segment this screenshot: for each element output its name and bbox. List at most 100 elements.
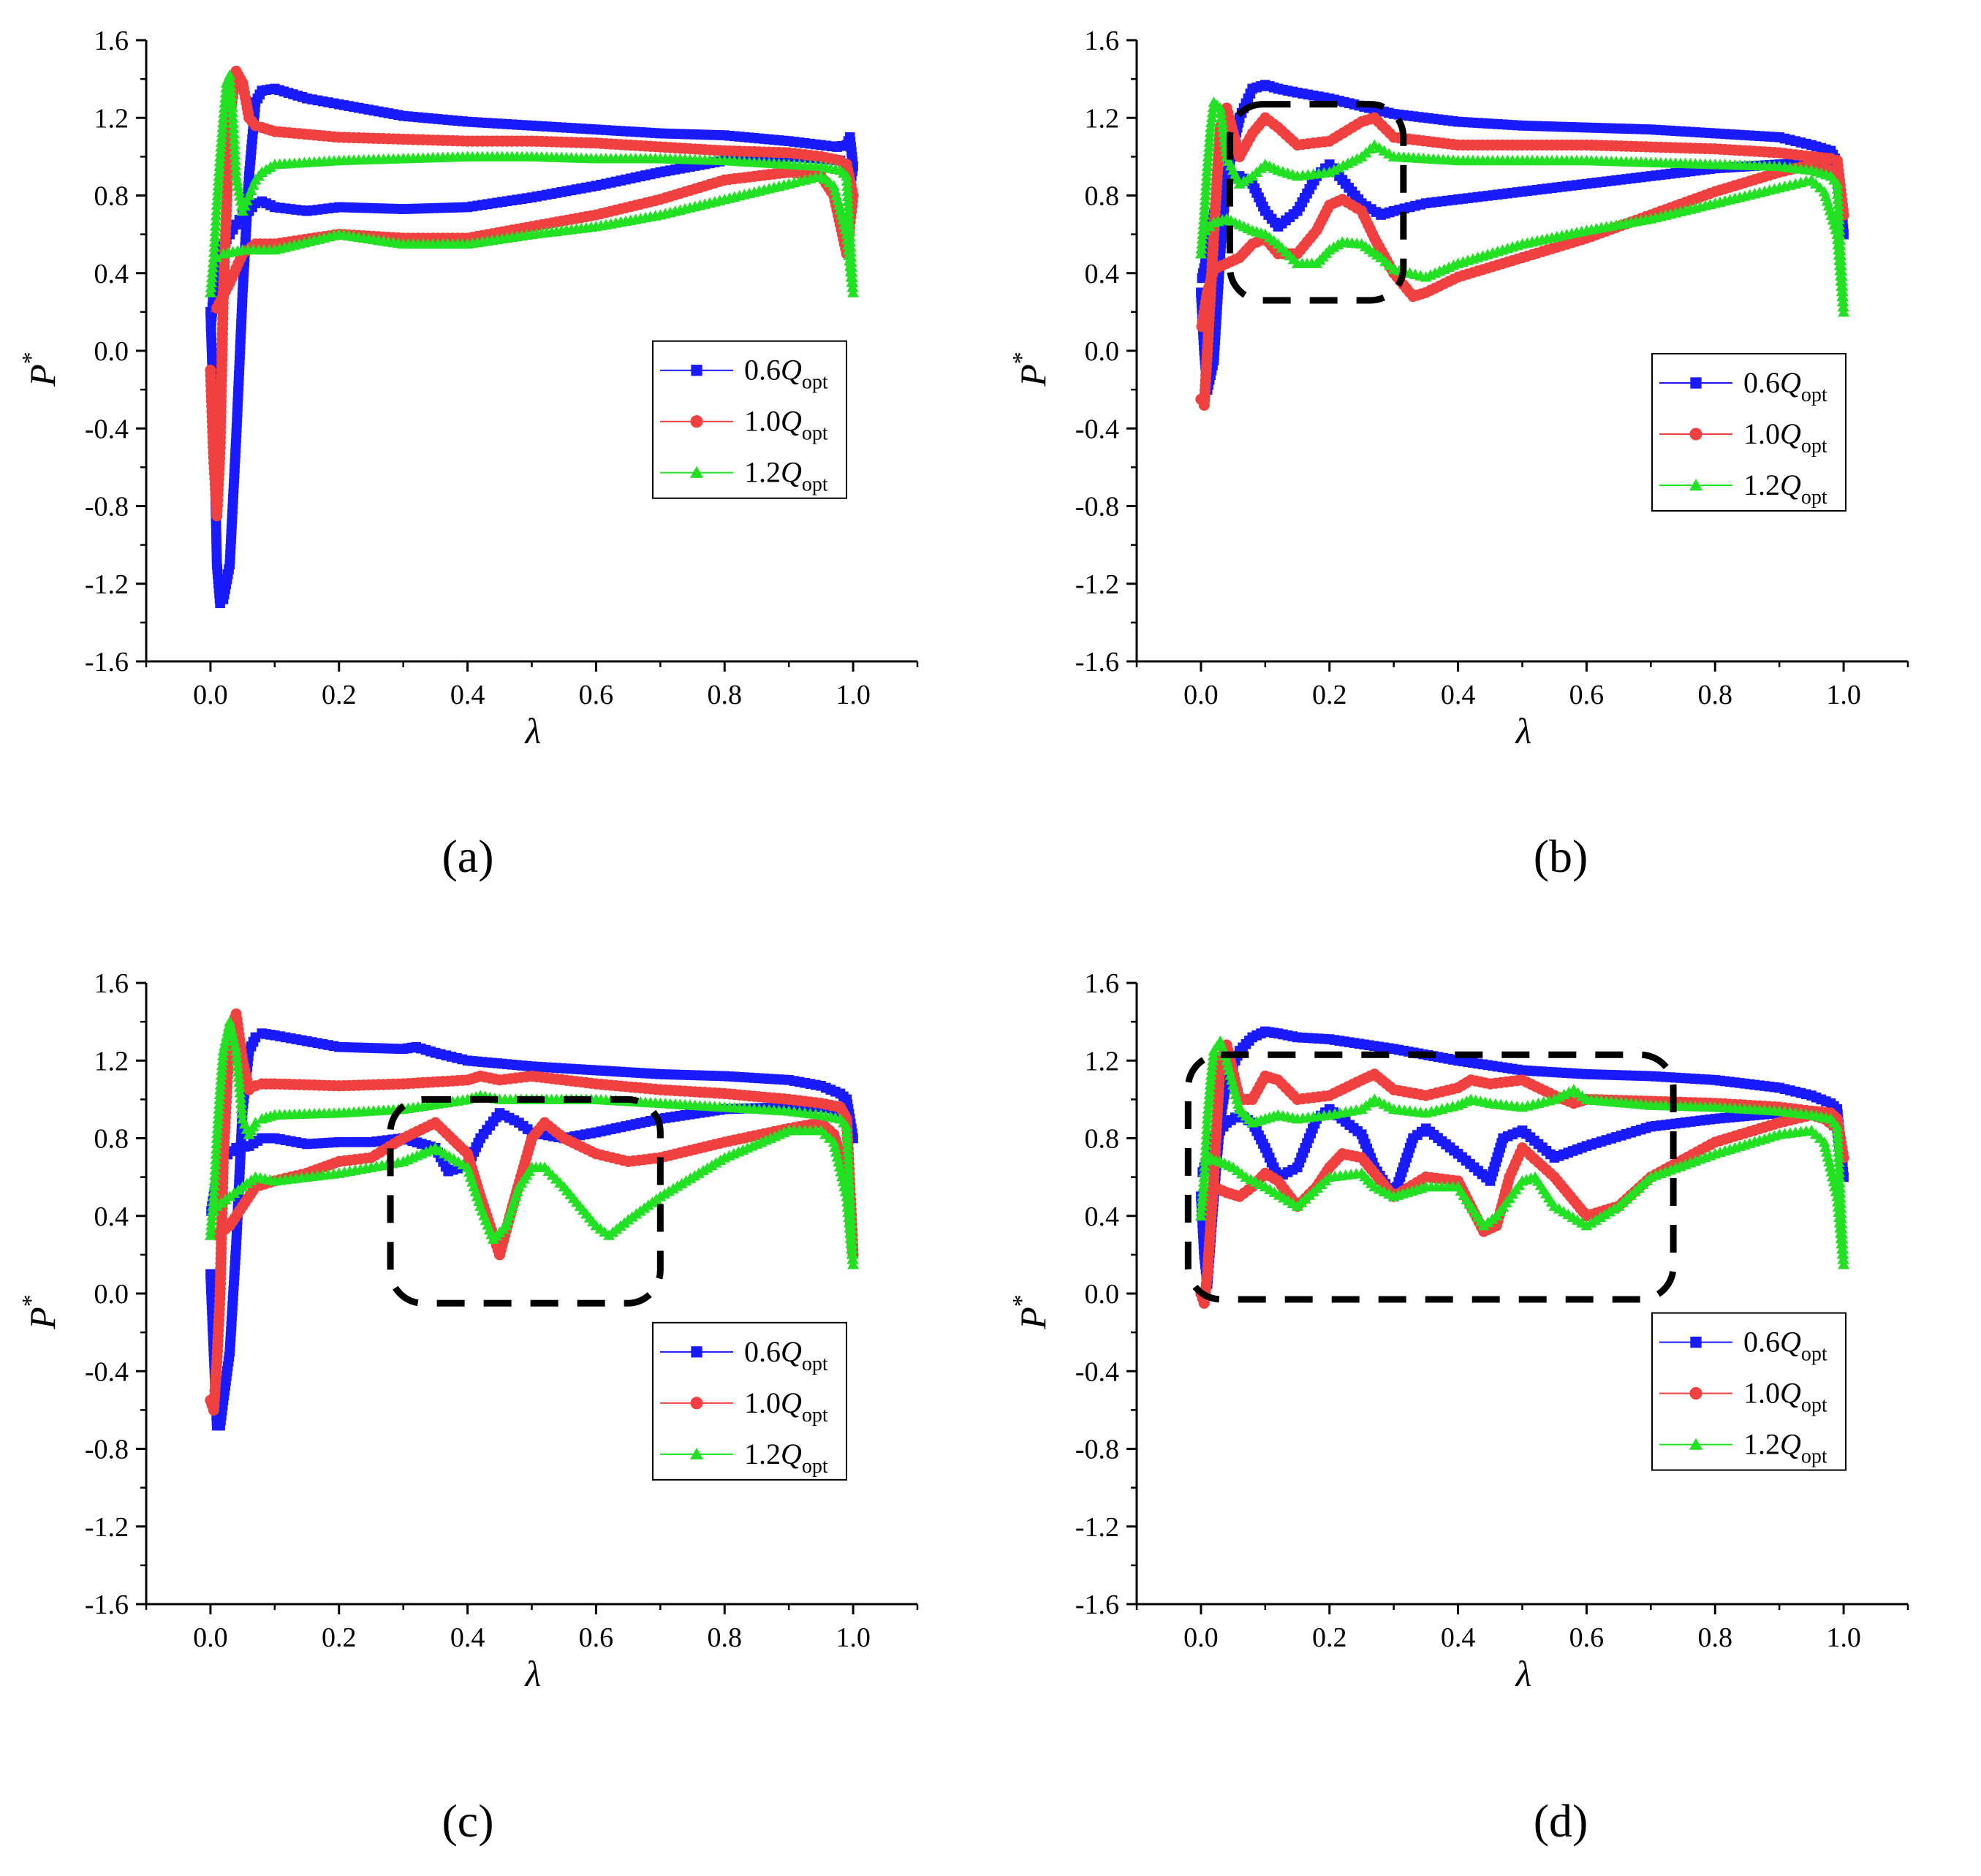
y-tick-label: -1.6 (1075, 1590, 1119, 1620)
legend-marker (1689, 428, 1702, 441)
series-point-1.2Qopt (228, 1035, 240, 1047)
series-point-1.2Qopt (249, 1117, 262, 1128)
series-point-1.2Qopt (209, 1158, 221, 1170)
y-axis-label: P* (18, 1294, 63, 1330)
chart-panel-d: 1.61.20.80.40.0-0.4-0.8-1.2-1.60.0 0.2 0.4… (1008, 968, 1909, 1694)
series-point-1.2Qopt (1580, 1220, 1593, 1231)
series-point-1.2Qopt (841, 239, 854, 250)
y-tick-label: -0.4 (1075, 414, 1119, 444)
legend-marker (1689, 1438, 1702, 1450)
series-point-1.2Qopt (452, 1155, 465, 1167)
y-tick-label: 1.2 (1085, 103, 1120, 134)
series-point-1.2Qopt (844, 265, 857, 276)
x-tick-label: 0.8 (708, 680, 743, 710)
series-point-1.2Qopt (211, 1137, 223, 1149)
y-tick-label: -1.2 (85, 1512, 129, 1543)
series-point-1.2Qopt (842, 200, 855, 211)
series-point-1.2Qopt (217, 248, 230, 259)
legend-label: 1.2Qopt (1743, 468, 1827, 509)
y-tick-label: 0.4 (94, 259, 129, 289)
series-point-1.2Qopt (227, 122, 240, 134)
y-axis-label-star: * (18, 1294, 45, 1307)
series-point-1.2Qopt (227, 127, 240, 139)
plot-area (204, 1008, 860, 1431)
x-tick-label: 1.0 (836, 1622, 871, 1653)
caption-a: (a) (442, 830, 494, 882)
x-tick-label: 0.4 (450, 680, 485, 710)
y-axis-label-star: * (1008, 1294, 1035, 1307)
y-tick-label: 0.0 (1085, 1279, 1120, 1310)
legend-label-symbol: Q (1780, 468, 1801, 501)
legend-label: 0.6Qopt (1743, 1326, 1827, 1366)
y-tick-label: -0.8 (85, 1435, 129, 1465)
series-point-1.2Qopt (230, 159, 242, 170)
series-point-1.2Qopt (208, 1169, 221, 1180)
x-tick-label: 0.0 (193, 1622, 228, 1653)
y-tick-label: -0.4 (1075, 1356, 1119, 1387)
legend-label-symbol: Q (1780, 1326, 1801, 1359)
x-tick-label: 0.6 (1569, 680, 1605, 710)
legend-label: 0.6Qopt (1743, 366, 1827, 406)
series-point-1.2Qopt (1831, 1125, 1844, 1136)
legend-label-symbol: Q (781, 1438, 802, 1470)
series-point-1.2Qopt (229, 1040, 241, 1051)
series-point-1.2Qopt (1558, 1206, 1570, 1217)
x-tick-label: 1.0 (1826, 680, 1861, 710)
series-point-1.2Qopt (1831, 178, 1844, 189)
series-point-1.2Qopt (844, 254, 856, 266)
series-point-1.2Qopt (842, 205, 855, 216)
y-tick-label: -0.8 (85, 492, 129, 523)
legend-label-prefix: 1.2 (744, 456, 781, 489)
series-point-1.2Qopt (229, 148, 241, 160)
y-tick-label: 0.0 (94, 1279, 129, 1310)
series-point-1.2Qopt (208, 1185, 220, 1196)
y-tick-label: 1.2 (94, 103, 129, 134)
series-point-1.2Qopt (224, 75, 236, 86)
series-point-1.2Qopt (1217, 126, 1230, 137)
x-tick-label: 0.4 (1441, 680, 1476, 710)
series-point-1.2Qopt (235, 1092, 247, 1103)
legend-label: 1.2Qopt (744, 456, 828, 496)
legend-label-symbol: Q (781, 1335, 802, 1368)
series-point-1.2Qopt (208, 1180, 221, 1191)
series-point-1.2Qopt (841, 190, 854, 202)
x-tick-label: 0.0 (1183, 1622, 1219, 1653)
series-point-1.2Qopt (1832, 1146, 1844, 1157)
x-tick-label: 0.8 (1698, 1622, 1733, 1653)
legend-marker (1689, 479, 1702, 491)
series-point-1.2Qopt (1833, 1161, 1845, 1172)
series-point-1.2Qopt (230, 1050, 243, 1061)
series-point-1.2Qopt (841, 1141, 854, 1152)
y-axis-label-star: * (18, 352, 45, 364)
series-point-1.2Qopt (231, 1055, 243, 1066)
x-tick-label: 1.0 (1826, 1622, 1861, 1653)
legend-label-subscript: opt (802, 1404, 828, 1427)
series-point-1.2Qopt (227, 106, 239, 118)
series-point-1.2Qopt (227, 117, 240, 128)
y-axis-label-star: * (1008, 352, 1035, 364)
series-point-1.2Qopt (224, 80, 237, 91)
series-point-1.2Qopt (1216, 116, 1228, 128)
x-tick-label: 0.2 (322, 1622, 357, 1653)
legend-label-subscript: opt (1801, 1343, 1827, 1366)
x-tick-label: 0.2 (322, 680, 357, 710)
series-point-1.2Qopt (443, 1150, 455, 1161)
series-point-1.2Qopt (841, 233, 854, 245)
series-point-1.2Qopt (232, 1066, 244, 1076)
series-point-1.2Qopt (1201, 1152, 1213, 1163)
legend-label-prefix: 1.0 (744, 405, 781, 438)
series-point-1.2Qopt (233, 1076, 246, 1087)
y-tick-label: -0.4 (85, 414, 129, 444)
series-point-1.2Qopt (841, 185, 854, 197)
series-point-1.2Qopt (1562, 1208, 1575, 1220)
y-tick-label: 1.2 (94, 1046, 129, 1076)
series-point-1.2Qopt (1198, 1166, 1211, 1177)
series-point-1.2Qopt (209, 1163, 221, 1175)
series-point-1.2Qopt (841, 1146, 854, 1157)
series-point-1.2Qopt (225, 91, 238, 102)
y-axis-label-text: P* (18, 1294, 63, 1330)
series-point-1.2Qopt (227, 1030, 239, 1041)
